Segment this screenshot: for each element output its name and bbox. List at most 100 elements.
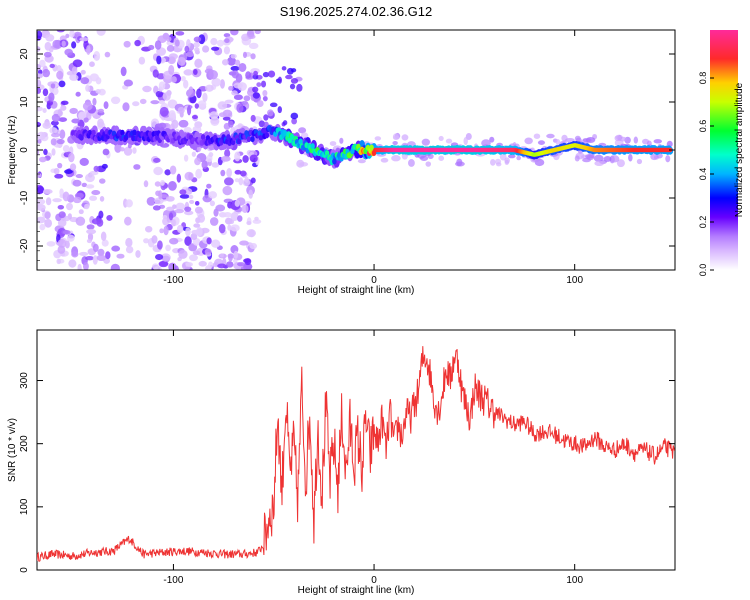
noise-blob (216, 39, 224, 47)
noise-blob (277, 106, 282, 114)
noise-blob (45, 34, 55, 42)
noise-blob (132, 147, 137, 154)
ridge-core (258, 134, 264, 141)
noise-blob (165, 244, 171, 252)
noise-blob (254, 216, 259, 221)
snr-y-ticks: 0 100 200 300 (19, 372, 675, 573)
colorbar-tick-label: 0.4 (698, 168, 708, 181)
noise-blob (83, 117, 89, 123)
noise-blob (171, 219, 176, 227)
noise-blob (143, 238, 150, 244)
noise-blob (56, 70, 64, 80)
noise-blob (119, 147, 125, 152)
noise-blob (193, 223, 201, 228)
noise-blob (57, 245, 66, 254)
noise-blob (230, 65, 240, 71)
noise-blob (237, 215, 243, 222)
halo-blob (507, 154, 516, 159)
noise-blob (168, 56, 176, 64)
ridge-core (369, 144, 374, 151)
colorbar: 0.0 0.2 0.4 0.6 0.8 Normalized spectral ampl… (698, 30, 745, 276)
halo-blob (504, 157, 510, 164)
halo-blob (481, 139, 491, 147)
noise-blob (51, 148, 56, 156)
colorbar-gradient (710, 30, 738, 270)
halo-blob (646, 140, 652, 146)
noise-blob (93, 165, 99, 172)
halo-blob (465, 132, 472, 140)
noise-blob (260, 80, 267, 88)
noise-blob (37, 30, 43, 39)
noise-blob (159, 228, 164, 234)
spectrogram-y-ticks: -20 -10 0 10 20 (19, 29, 675, 271)
noise-blob (43, 51, 52, 58)
noise-blob (176, 224, 184, 234)
colorbar-tick-label: 0.6 (698, 120, 708, 133)
ridge-core (79, 134, 84, 141)
noise-blob (208, 152, 214, 158)
noise-blob (42, 107, 47, 114)
noise-blob (262, 95, 268, 102)
noise-blob (237, 262, 246, 267)
noise-blob (54, 173, 64, 179)
noise-blob (277, 76, 283, 84)
noise-blob (57, 162, 63, 169)
noise-blob (37, 106, 43, 112)
noise-blob (42, 189, 53, 195)
noise-blob (158, 81, 166, 91)
noise-blob (269, 102, 278, 108)
noise-blob (163, 225, 169, 236)
noise-blob (178, 119, 189, 128)
noise-blob (158, 122, 167, 129)
noise-blob (89, 195, 98, 201)
noise-blob (89, 61, 95, 67)
noise-blob (38, 156, 47, 163)
noise-blob (98, 210, 104, 219)
noise-blob (51, 113, 61, 122)
halo-blob (574, 155, 580, 162)
noise-blob (159, 106, 169, 117)
spectrogram-x-ticks: -100 0 100 (163, 30, 583, 286)
noise-blob (80, 69, 86, 75)
noise-blob (120, 66, 127, 77)
noise-blob (248, 189, 254, 199)
ridge-core (132, 129, 137, 136)
noise-blob (184, 236, 192, 246)
noise-blob (132, 101, 140, 107)
noise-blob (254, 30, 261, 35)
noise-blob (262, 89, 268, 97)
noise-blob (143, 180, 149, 188)
noise-blob (204, 248, 212, 255)
noise-blob (153, 265, 162, 270)
noise-blob (184, 206, 192, 212)
halo-blob (329, 141, 337, 147)
noise-blob (193, 68, 198, 75)
noise-blob (183, 154, 189, 162)
halo-blob (653, 139, 663, 144)
halo-blob (339, 137, 344, 144)
noise-blob (242, 51, 248, 59)
noise-blob (39, 59, 46, 68)
noise-blob (209, 217, 219, 226)
noise-blob (154, 40, 162, 50)
ridge-core (250, 136, 255, 143)
noise-blob (252, 86, 259, 93)
noise-blob (96, 30, 106, 36)
halo-blob (546, 133, 555, 139)
noise-blob (234, 59, 241, 66)
noise-blob (190, 233, 198, 240)
noise-blob (62, 191, 70, 202)
noise-blob (252, 219, 262, 224)
noise-blob (81, 182, 88, 188)
colorbar-tick-label: 0.2 (698, 216, 708, 229)
noise-blob (43, 148, 48, 156)
noise-blob (246, 30, 255, 38)
noise-blob (165, 195, 175, 202)
halo-blob (628, 153, 633, 162)
halo-blob (392, 140, 398, 146)
figure-title: S196.2025.274.02.36.G12 (280, 4, 433, 19)
noise-blob (252, 92, 260, 99)
noise-blob (210, 116, 220, 127)
noise-blob (220, 169, 226, 177)
y-tick-label: 200 (19, 435, 30, 452)
